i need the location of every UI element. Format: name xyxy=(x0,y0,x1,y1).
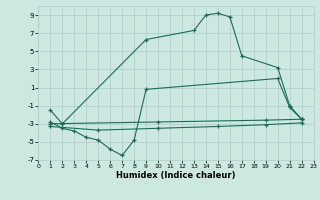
X-axis label: Humidex (Indice chaleur): Humidex (Indice chaleur) xyxy=(116,171,236,180)
